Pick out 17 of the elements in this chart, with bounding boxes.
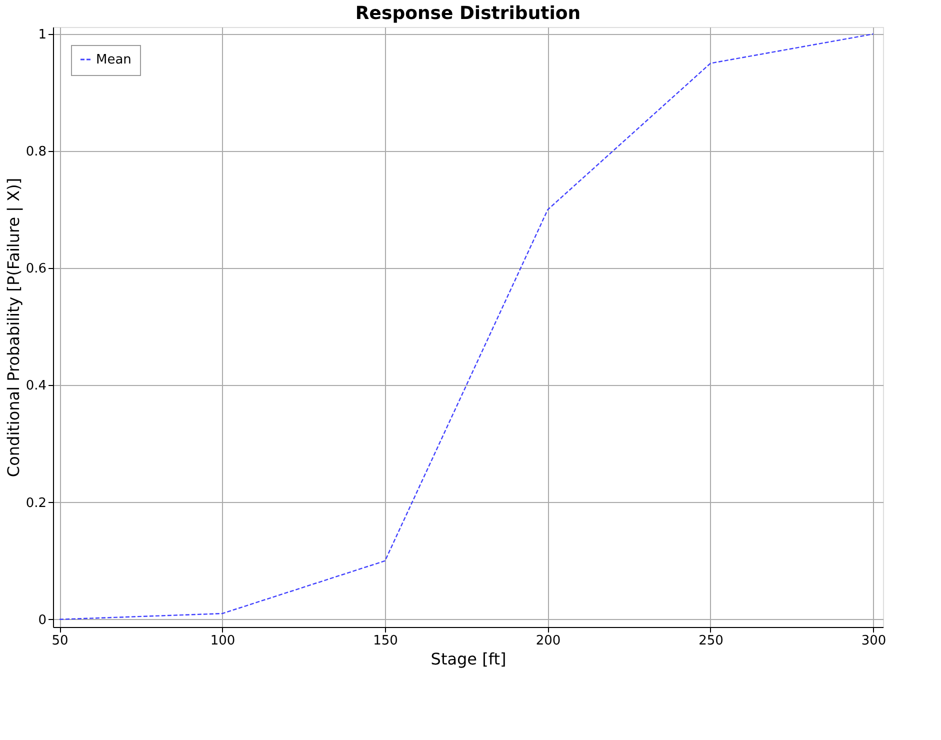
- y-tick-label: 0.6: [26, 262, 46, 277]
- y-tick-label: 0.4: [26, 378, 46, 394]
- y-tick-label: 0.8: [26, 144, 46, 160]
- x-tick-label: 300: [861, 634, 886, 648]
- line-series: [58, 33, 874, 620]
- y-tick-label: 0: [38, 612, 46, 628]
- x-tick-label: 150: [373, 634, 398, 648]
- x-tick-label: 50: [52, 634, 68, 648]
- chart-title: Response Distribution: [355, 3, 581, 24]
- x-tick-label: 100: [210, 634, 236, 648]
- y-tick-label: 0.2: [26, 496, 46, 511]
- x-axis-title: Stage [ft]: [430, 650, 506, 668]
- legend-label: Mean: [96, 52, 132, 68]
- y-tick-label: 1: [38, 28, 46, 43]
- x-tick-label: 250: [698, 634, 724, 648]
- y-axis-title: Conditional Probability [P(Failure | X)]: [4, 178, 23, 478]
- x-tick-label: 200: [536, 634, 561, 648]
